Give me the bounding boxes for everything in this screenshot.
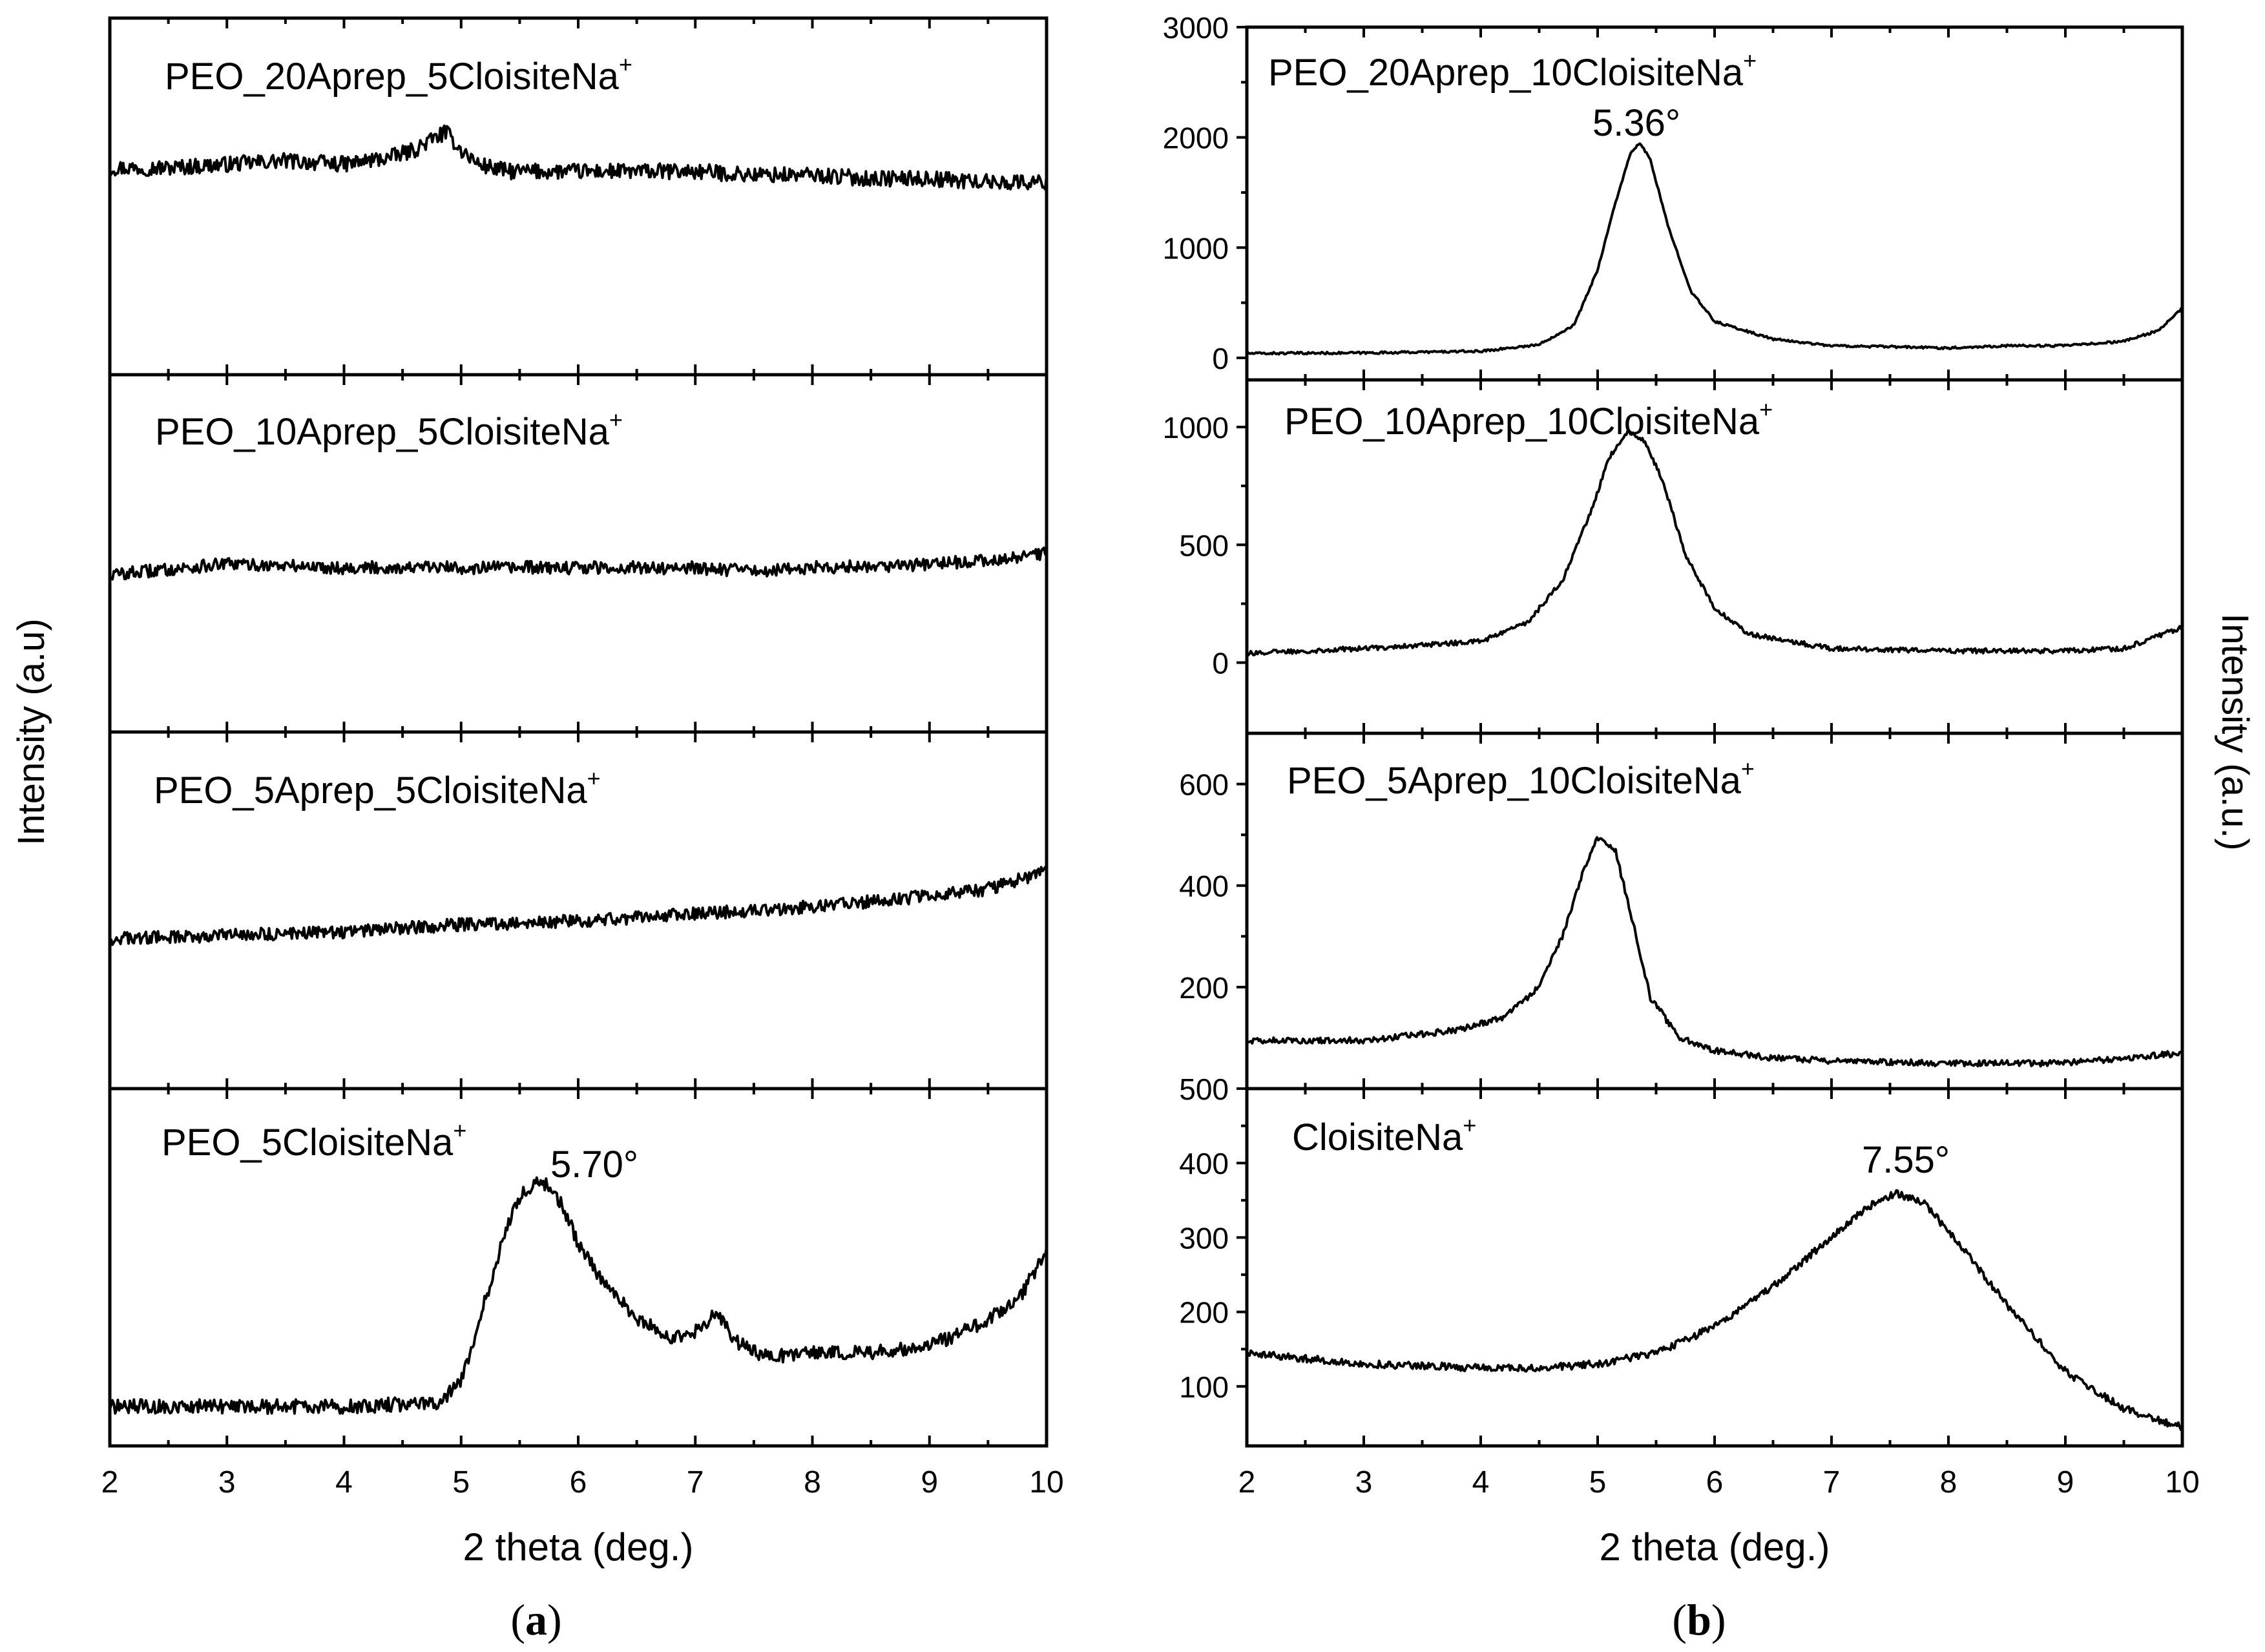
panel-b-subplot-3-ytick-label: 200 <box>1179 971 1229 1005</box>
panel-b-subplot-4-ytick-label: 400 <box>1179 1147 1229 1180</box>
panel-b-subplot-4-ytick-label: 100 <box>1179 1370 1229 1404</box>
series-peo-10aprep-5cloisitena- <box>109 547 1048 581</box>
panel-b-subplot-4-label: CloisiteNa+ <box>1292 1112 1476 1158</box>
series-peo-20aprep-5cloisitena- <box>109 124 1048 191</box>
panel-b-xtick-label-8: 8 <box>1940 1465 1957 1500</box>
panel-a-xtick-label-6: 6 <box>570 1465 587 1500</box>
panel-a: 2 3 4 5 6 7 8 9 10 PEO_20Aprep_5CloisiteNa+ PEO_… <box>10 16 1064 1644</box>
panel-a-subplot-3-label: PEO_5Aprep_5CloisiteNa+ <box>154 765 601 811</box>
panel-b-subplot-1-ytick-label: 1000 <box>1163 231 1229 265</box>
panel-a-ticks <box>109 18 1048 1446</box>
panel-a-xtick-label-10: 10 <box>1029 1465 1063 1500</box>
panel-b: 2 3 4 5 6 7 8 9 10010002000300005001000200400600… <box>1163 11 2256 1644</box>
panel-a-subplot-2-label: PEO_10Aprep_5CloisiteNa+ <box>155 406 623 453</box>
panel-b-y-axis-label: Intensity (a.u.) <box>2214 613 2256 850</box>
panel-a-subplot-1-label: PEO_20Aprep_5CloisiteNa+ <box>165 51 632 98</box>
panel-b-subplot-4-ytick-label: 300 <box>1179 1221 1229 1255</box>
panel-a-xtick-label-7: 7 <box>687 1465 704 1500</box>
series-peo-5aprep-5cloisitena- <box>109 866 1047 946</box>
panel-b-xtick-label-5: 5 <box>1589 1465 1607 1500</box>
panel-a-caption: (a) <box>510 1595 561 1644</box>
panel-b-ticks <box>1237 26 2184 1446</box>
panel-a-x-axis-label: 2 theta (deg.) <box>463 1525 694 1569</box>
panel-a-xtick-label-9: 9 <box>921 1465 938 1500</box>
panel-a-tick-labels: 2 3 4 5 6 7 8 9 10 <box>101 1465 1064 1500</box>
panel-b-series <box>1246 142 2184 1432</box>
panel-a-xtick-label-3: 3 <box>218 1465 236 1500</box>
panel-a-xtick-label-8: 8 <box>804 1465 821 1500</box>
panel-a-series <box>109 124 1048 1416</box>
panel-b-subplot-2-ytick-label: 0 <box>1212 647 1229 680</box>
series-peo-20aprep-10cloisitena- <box>1246 142 2183 356</box>
panel-b-subplot-1-label: PEO_20Aprep_10CloisiteNa+ <box>1268 47 1757 94</box>
series-peo-10aprep-10cloisitena- <box>1246 429 2184 657</box>
panel-b-xtick-label-4: 4 <box>1472 1465 1490 1500</box>
panel-b-tick-labels: 2 3 4 5 6 7 8 9 10010002000300005001000200400600… <box>1163 11 2200 1500</box>
series-peo-5cloisitena- <box>109 1176 1048 1416</box>
panel-b-x-axis-label: 2 theta (deg.) <box>1600 1525 1830 1569</box>
panel-b-subplot-2-ytick-label: 500 <box>1179 528 1229 562</box>
panel-b-xtick-label-7: 7 <box>1823 1465 1841 1500</box>
panel-a-xtick-label-5: 5 <box>452 1465 470 1500</box>
panel-b-xtick-label-9: 9 <box>2057 1465 2074 1500</box>
panel-a-y-axis-label: Intensity (a.u) <box>10 618 52 845</box>
panel-b-subplot-3-label: PEO_5Aprep_10CloisiteNa+ <box>1287 755 1755 802</box>
panel-b-xtick-label-3: 3 <box>1355 1465 1373 1500</box>
panel-b-xtick-label-10: 10 <box>2165 1465 2199 1500</box>
panel-b-peak-annotation-4: 7.55° <box>1862 1139 1950 1181</box>
panel-b-subplot-2-ytick-label: 1000 <box>1163 411 1229 444</box>
series-cloisitena- <box>1246 1189 2184 1432</box>
panel-b-subplot-1-ytick-label: 2000 <box>1163 121 1229 155</box>
panel-a-xtick-label-4: 4 <box>335 1465 353 1500</box>
panel-b-peak-annotation-1: 5.36° <box>1592 102 1680 144</box>
panel-b-subplot-1-ytick-label: 0 <box>1212 342 1229 375</box>
panel-b-subplot-2-label: PEO_10Aprep_10CloisiteNa+ <box>1284 396 1773 443</box>
panel-b-subplot-4-ytick-label: 500 <box>1179 1072 1229 1106</box>
panel-a-subplot-4-label: PEO_5CloisiteNa+ <box>162 1117 466 1164</box>
series-peo-5aprep-10cloisitena- <box>1246 836 2184 1068</box>
panel-a-peak-annotation: 5.70° <box>550 1144 638 1186</box>
panel-b-subplot-3-ytick-label: 400 <box>1179 870 1229 903</box>
panel-a-xtick-label-2: 2 <box>101 1465 119 1500</box>
panel-b-caption: (b) <box>1672 1595 1726 1644</box>
panel-b-subplot-4-ytick-label: 200 <box>1179 1296 1229 1330</box>
panel-b-subplot-1-ytick-label: 3000 <box>1163 11 1229 45</box>
panel-b-xtick-label-2: 2 <box>1238 1465 1256 1500</box>
panel-b-subplot-3-ytick-label: 600 <box>1179 768 1229 802</box>
panel-b-xtick-label-6: 6 <box>1706 1465 1724 1500</box>
